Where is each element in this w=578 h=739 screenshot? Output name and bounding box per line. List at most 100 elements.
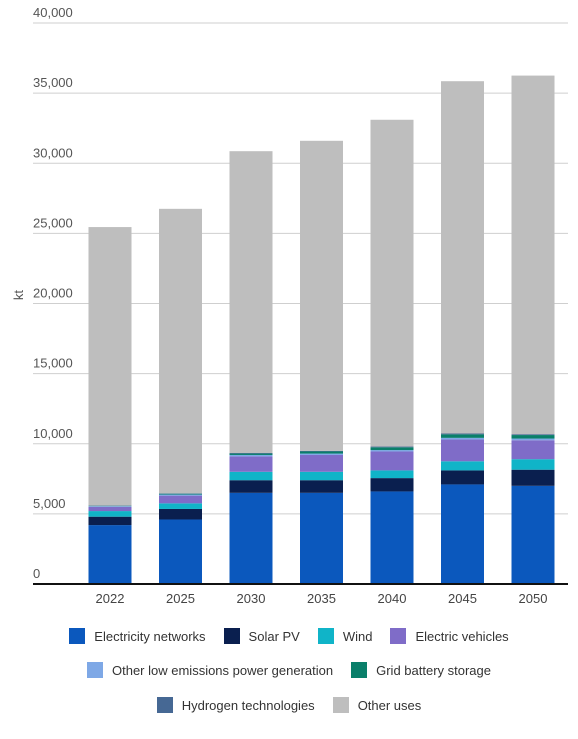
bar-segment [511,434,555,436]
bar-segment [300,454,343,472]
bar-segment [441,439,484,462]
bars [88,75,555,584]
legend-item[interactable]: Electric vehicles [390,628,509,644]
bar-segment [88,516,132,526]
y-tick-label: 15,000 [33,356,73,371]
y-tick-label: 40,000 [33,5,73,20]
legend-label: Solar PV [248,628,300,644]
bar-segment [159,493,202,495]
bar-segment [88,511,132,517]
bar-segment [159,208,202,494]
bar-segment [370,447,414,451]
x-tick-label: 2022 [96,591,125,606]
y-tick-label: 25,000 [33,215,73,230]
bar-segment [370,478,414,492]
y-axis-label: kt [11,290,26,301]
legend-row-1: Electricity networks Solar PV Wind Electric… [0,628,578,644]
bar-segment [229,454,273,457]
legend-swatch [87,662,103,678]
legend-swatch [390,628,407,644]
bar-segment [159,519,202,584]
legend-row-3: Hydrogen technologies Other uses [0,697,578,713]
bar-segment [511,459,555,470]
bar-segment [511,438,555,441]
bar-segment [229,453,273,455]
x-tick-label: 2045 [448,591,477,606]
x-tick-label: 2035 [307,591,336,606]
bar-segment [441,461,484,471]
bar-segment [159,494,202,496]
bar-segment [300,451,343,454]
legend-label: Electric vehicles [415,628,509,644]
bar-segment [441,81,484,434]
y-tick-label: 0 [33,566,40,581]
bar-segment [300,480,343,493]
bar-segment [229,471,273,481]
x-axis-tick-labels: 2022 2025 2030 2035 2040 2045 2050 [96,591,548,606]
bar-segment [511,435,555,439]
legend-swatch [317,628,334,644]
bar-segment [88,227,132,506]
legend-item[interactable]: Grid battery storage [351,662,491,678]
legend-swatch [223,628,240,644]
bar-segment [441,470,484,485]
bar-segment [370,450,414,452]
bar-segment [300,471,343,481]
bar-segment [370,446,414,448]
bar-segment [511,440,555,460]
bar-segment [229,492,273,584]
bar-segment [511,469,555,486]
bar-segment [229,480,273,493]
bar-segment [300,492,343,584]
x-tick-label: 2030 [237,591,266,606]
legend-label: Other uses [357,697,422,713]
bar-segment [229,456,273,472]
bar-segment [300,140,343,451]
bar-segment [511,485,555,584]
y-tick-label: 10,000 [33,426,73,441]
legend-label: Electricity networks [94,628,206,644]
bar-segment [159,495,202,504]
x-tick-label: 2025 [166,591,195,606]
bar-segment [159,503,202,509]
bar-segment [370,491,414,584]
legend-label: Grid battery storage [376,662,491,678]
bar-segment [88,506,132,507]
bar-segment [229,151,273,454]
y-tick-label: 5,000 [33,496,66,511]
y-axis-tick-labels: 0 5,000 10,000 15,000 20,000 25,000 30,000 35,0… [33,5,73,581]
legend-item[interactable]: Electricity networks [69,628,206,644]
legend-item[interactable]: Other uses [332,697,422,713]
y-tick-label: 30,000 [33,145,73,160]
legend-item[interactable]: Hydrogen technologies [156,697,315,713]
bar-segment [300,453,343,455]
bar-segment [370,451,414,471]
y-tick-label: 35,000 [33,75,73,90]
bar-segment [88,506,132,512]
legend-label: Wind [342,628,373,644]
bar-segment [441,434,484,438]
legend-label: Hydrogen technologies [181,697,315,713]
bar-segment [441,484,484,584]
bar-segment [159,508,202,520]
legend-item[interactable]: Other low emissions power generation [87,662,333,678]
bar-segment [300,450,343,452]
legend-row-2: Other low emissions power generation Grid… [0,662,578,678]
legend-swatch [69,628,86,644]
bar-segment [441,433,484,435]
bar-segment [441,437,484,440]
y-tick-label: 20,000 [33,286,73,301]
bar-segment [370,470,414,479]
bar-segment [511,75,555,435]
bar-segment [370,119,414,447]
legend-swatch [332,697,349,713]
x-tick-label: 2040 [378,591,407,606]
stacked-bar-chart: 0 5,000 10,000 15,000 20,000 25,000 30,000 35,0… [11,5,568,606]
bar-segment [229,453,273,454]
legend-swatch [351,662,368,678]
legend-item[interactable]: Wind [317,628,373,644]
legend-label: Other low emissions power generation [112,662,334,678]
legend-swatch [156,697,173,713]
bar-segment [88,525,132,584]
legend-item[interactable]: Solar PV [223,628,300,644]
